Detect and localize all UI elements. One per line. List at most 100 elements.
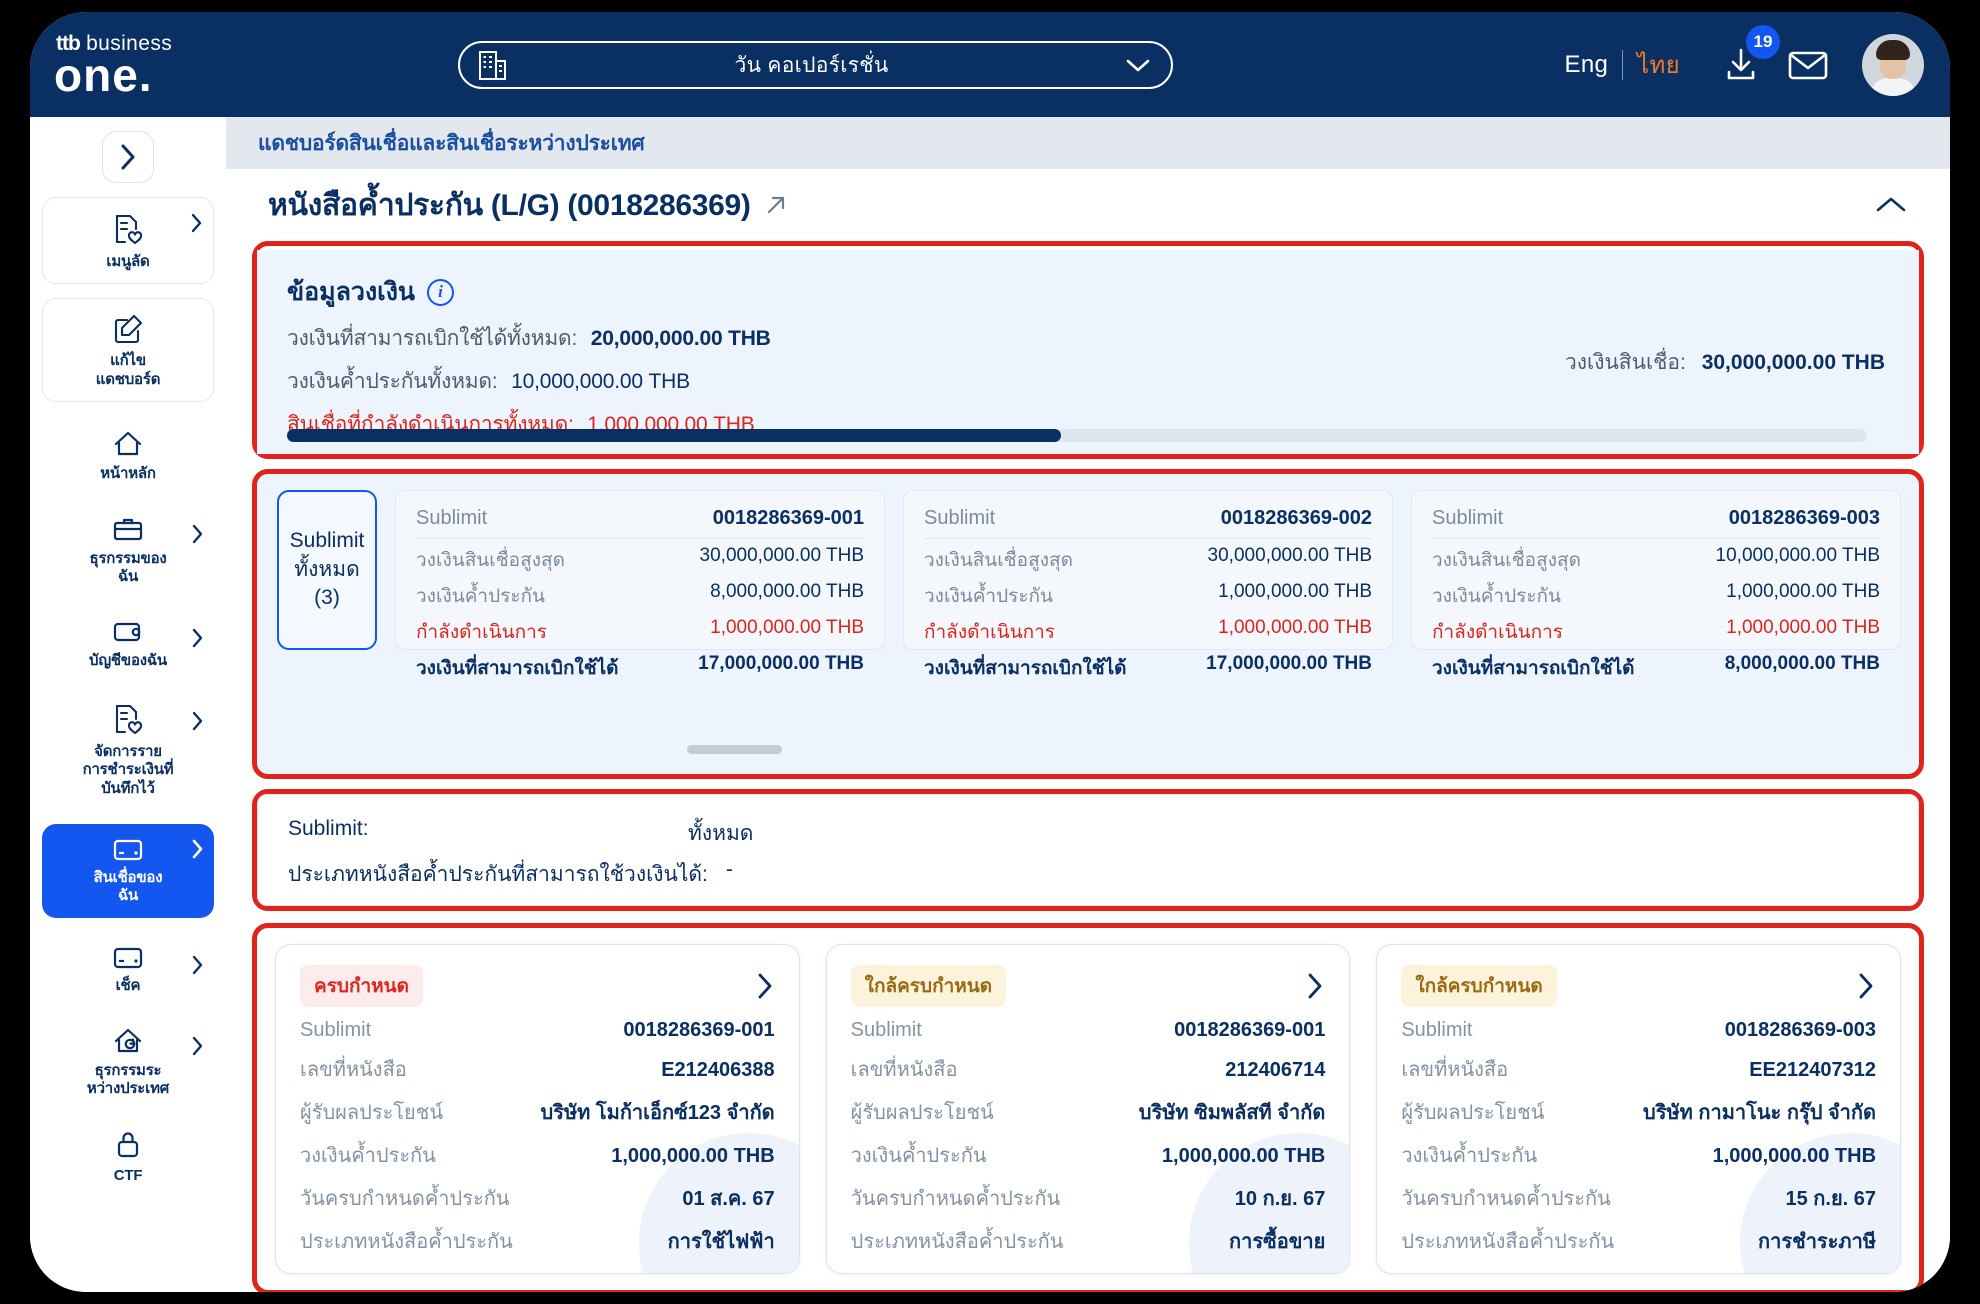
credit-progress-fill bbox=[287, 429, 1062, 442]
download-icon[interactable]: 19 bbox=[1722, 24, 1780, 85]
sublimit-key: Sublimit bbox=[416, 507, 488, 529]
available-key: วงเงินที่สามารถเบิกใช้ได้ bbox=[1432, 658, 1635, 679]
lg-sublimit-row: Sublimit 0018286369-001 bbox=[851, 1019, 1326, 1042]
sidebar-item-home[interactable]: หน้าหลัก bbox=[42, 424, 214, 487]
lang-en-button[interactable]: Eng bbox=[1564, 50, 1609, 78]
sublimit-scrollbar-thumb[interactable] bbox=[687, 745, 782, 754]
lg-sublimit-value: 0018286369-001 bbox=[623, 1019, 775, 1041]
lg-type-key: ประเภทหนังสือค้ำประกัน bbox=[1401, 1231, 1615, 1253]
info-icon[interactable]: i bbox=[427, 278, 454, 306]
in-progress-key: กำลังดำเนินการ bbox=[416, 622, 547, 643]
avatar[interactable] bbox=[1862, 33, 1924, 96]
lg-expiry-key: วันครบกำหนดค้ำประกัน bbox=[300, 1188, 510, 1210]
sublimit-card-header: Sublimit 0018286369-003 bbox=[1432, 507, 1880, 539]
lg-beneficiary-row: ผู้รับผลประโยชน์ บริษัท ซิมพลัสที จำกัด bbox=[851, 1096, 1326, 1128]
chevron-up-icon[interactable] bbox=[1874, 195, 1908, 215]
lg-beneficiary-value: บริษัท โมก้าเอ็กซ์123 จำกัด bbox=[540, 1102, 775, 1124]
sublimit-card[interactable]: Sublimit 0018286369-002 วงเงินสินเชื่อสู… bbox=[903, 490, 1393, 679]
max-credit-value: 30,000,000.00 THB bbox=[1207, 545, 1372, 566]
mail-icon[interactable] bbox=[1788, 49, 1828, 81]
page-title-row: หนังสือค้ำประกัน (L/G) (0018286369) bbox=[252, 169, 1924, 241]
credit-limit-value: 30,000,000.00 THB bbox=[1701, 351, 1885, 374]
lg-card[interactable]: ใกล้ครบกำหนด Sublimit 0018286369-003 เลข… bbox=[1376, 944, 1902, 1274]
lg-guarantee-value: 1,000,000.00 THB bbox=[611, 1145, 775, 1167]
sidebar-item-saved-payments[interactable]: จัดการราย การชำระเงินที่ บันทึกไว้ bbox=[42, 696, 214, 802]
sidebar-item-my-transactions[interactable]: ธุรกรรมของ ฉัน bbox=[42, 509, 214, 591]
sidebar-item-edit-dashboard[interactable]: แก้ไข แดชบอร์ด bbox=[42, 298, 214, 402]
guarantee-value: 1,000,000.00 THB bbox=[1726, 581, 1880, 602]
lg-sublimit-value: 0018286369-003 bbox=[1724, 1019, 1877, 1041]
avatar-hair bbox=[1876, 39, 1910, 60]
lg-guarantee-row: วงเงินค้ำประกัน 1,000,000.00 THB bbox=[1401, 1139, 1876, 1171]
sidebar-item-label: เช็ค bbox=[115, 976, 141, 994]
chevron-right-icon[interactable] bbox=[1856, 970, 1876, 1002]
lg-type-key: ประเภทหนังสือค้ำประกัน bbox=[300, 1231, 513, 1253]
sidebar-item-label: ธุรกรรมของ ฉัน bbox=[89, 550, 167, 586]
sidebar-item-ctf[interactable]: CTF bbox=[42, 1124, 214, 1189]
ttb-business-one-logo[interactable]: ttb business one. bbox=[54, 32, 229, 98]
lg-expiry-key: วันครบกำหนดค้ำประกัน bbox=[1401, 1188, 1611, 1210]
lg-type-key: ประเภทหนังสือค้ำประกัน bbox=[850, 1231, 1064, 1253]
credit-line-available-total: วงเงินที่สามารถเบิกใช้ได้ทั้งหมด: 20,000… bbox=[287, 322, 1889, 355]
sublimit-scrollbar[interactable] bbox=[687, 745, 1837, 754]
sidebar-expand-button[interactable] bbox=[102, 131, 154, 183]
sidebar-item-my-credit[interactable]: สินเชื่อของ ฉัน bbox=[42, 823, 214, 918]
lg-card[interactable]: ครบกำหนด Sublimit 0018286369-001 เลขที่ห… bbox=[275, 944, 800, 1274]
max-credit-key: วงเงินสินเชื่อสูงสุด bbox=[416, 550, 565, 571]
guarantee-value: 1,000,000.00 THB bbox=[1218, 581, 1372, 602]
lg-card[interactable]: ใกล้ครบกำหนด Sublimit 0018286369-001 เลข… bbox=[825, 944, 1351, 1274]
status-badge: ใกล้ครบกำหนด bbox=[1401, 965, 1557, 1007]
page-title: หนังสือค้ำประกัน (L/G) (0018286369) bbox=[268, 188, 751, 222]
sidebar-item-label: บัญชีของฉัน bbox=[89, 651, 167, 669]
external-link-icon[interactable] bbox=[765, 194, 787, 216]
sublimit-total-chip[interactable]: Sublimit ทั้งหมด (3) bbox=[277, 490, 377, 650]
sidebar-item-cheque[interactable]: เช็ค bbox=[42, 940, 214, 999]
available-value: 17,000,000.00 THB bbox=[1206, 653, 1372, 674]
header-actions: Eng ไทย 19 bbox=[1551, 12, 1924, 117]
chevron-down-icon[interactable] bbox=[1125, 57, 1151, 73]
lg-beneficiary-key: ผู้รับผลประโยชน์ bbox=[1401, 1102, 1545, 1124]
lg-expiry-value: 15 ก.ย. 67 bbox=[1785, 1188, 1877, 1210]
sublimit-card[interactable]: Sublimit 0018286369-003 วงเงินสินเชื่อสู… bbox=[1411, 490, 1901, 679]
sublimit-in-progress-row: กำลังดำเนินการ 1,000,000.00 THB bbox=[924, 617, 1372, 647]
lg-type-value: การซื้อขาย bbox=[1229, 1231, 1326, 1253]
lg-guarantee-key: วงเงินค้ำประกัน bbox=[1401, 1145, 1538, 1167]
main-content: หนังสือค้ำประกัน (L/G) (0018286369) ข้อม… bbox=[226, 169, 1950, 1292]
sublimit-card[interactable]: Sublimit 0018286369-001 วงเงินสินเชื่อสู… bbox=[395, 490, 885, 679]
lg-beneficiary-row: ผู้รับผลประโยชน์ บริษัท กามาโนะ กรุ๊ป จำ… bbox=[1401, 1096, 1876, 1128]
lg-beneficiary-value: บริษัท ซิมพลัสที จำกัด bbox=[1138, 1102, 1326, 1124]
lg-sublimit-key: Sublimit bbox=[850, 1019, 922, 1041]
breadcrumb[interactable]: แดชบอร์ดสินเชื่อและสินเชื่อระหว่างประเทศ bbox=[226, 117, 1950, 169]
credit-summary-panel: ข้อมูลวงเงิน i วงเงินที่สามารถเบิกใช้ได้… bbox=[257, 250, 1919, 454]
lg-doc-no-key: เลขที่หนังสือ bbox=[850, 1059, 958, 1081]
in-progress-key: กำลังดำเนินการ bbox=[924, 622, 1055, 643]
sublimit-max-credit-row: วงเงินสินเชื่อสูงสุด 30,000,000.00 THB bbox=[416, 545, 864, 575]
lg-doc-no-value: 212406714 bbox=[1225, 1059, 1326, 1081]
available-value: 17,000,000.00 THB bbox=[698, 653, 864, 674]
lg-expiry-row: วันครบกำหนดค้ำประกัน 01 ส.ค. 67 bbox=[300, 1182, 775, 1214]
lang-th-button[interactable]: ไทย bbox=[1637, 52, 1680, 79]
credit-line-value: 20,000,000.00 THB bbox=[590, 327, 771, 350]
lg-expiry-value: 01 ส.ค. 67 bbox=[682, 1188, 775, 1210]
sidebar-item-shortcut-menu[interactable]: เมนูลัด bbox=[42, 197, 214, 285]
chevron-right-icon[interactable] bbox=[1305, 970, 1325, 1002]
credit-progress-bar bbox=[287, 429, 1867, 442]
sublimit-value: 0018286369-002 bbox=[1220, 507, 1372, 529]
briefcase-icon bbox=[48, 515, 208, 543]
company-name-label: วัน คอเปอร์เรชั่น bbox=[734, 53, 889, 77]
lg-sublimit-key: Sublimit bbox=[300, 1019, 372, 1041]
chevron-right-icon bbox=[191, 954, 204, 976]
logo-ttb-text: ttb bbox=[56, 31, 81, 55]
logo-business-text: business bbox=[79, 31, 173, 55]
avatar-body bbox=[1870, 77, 1916, 96]
lg-guarantee-value: 1,000,000.00 THB bbox=[1161, 1145, 1326, 1167]
sublimit-carousel[interactable]: Sublimit ทั้งหมด (3) Sublimit 0018286369… bbox=[257, 474, 1919, 774]
sidebar-item-my-accounts[interactable]: บัญชีของฉัน bbox=[42, 613, 214, 674]
sidebar-item-international[interactable]: ธุรกรรมระ หว่างประเทศ bbox=[42, 1021, 214, 1103]
sublimit-guarantee-row: วงเงินค้ำประกัน 1,000,000.00 THB bbox=[924, 581, 1372, 611]
sublimit-card-header: Sublimit 0018286369-002 bbox=[924, 507, 1372, 539]
company-selector[interactable]: วัน คอเปอร์เรชั่น bbox=[458, 41, 1173, 89]
guarantee-key: วงเงินค้ำประกัน bbox=[1432, 586, 1562, 607]
lg-guarantee-row: วงเงินค้ำประกัน 1,000,000.00 THB bbox=[851, 1139, 1326, 1171]
chevron-right-icon[interactable] bbox=[755, 970, 775, 1002]
